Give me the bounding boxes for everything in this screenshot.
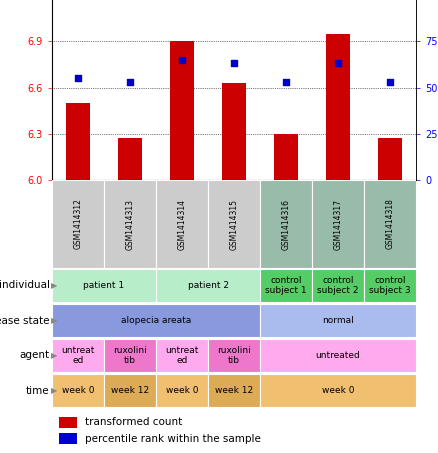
Bar [260, 270, 312, 302]
Bar [118, 138, 142, 180]
Bar [156, 180, 208, 268]
Bar [104, 180, 156, 268]
Text: control
subject 3: control subject 3 [369, 276, 411, 295]
Point [127, 78, 134, 86]
Bar [260, 304, 416, 337]
Text: patient 1: patient 1 [83, 281, 124, 290]
Text: alopecia areata: alopecia areata [121, 316, 191, 325]
Text: GSM1414313: GSM1414313 [126, 198, 134, 250]
Bar [59, 417, 78, 428]
Text: patient 2: patient 2 [187, 281, 229, 290]
Bar [104, 374, 156, 407]
Bar [260, 374, 416, 407]
Bar [223, 83, 246, 180]
Text: control
subject 2: control subject 2 [317, 276, 359, 295]
Text: week 0: week 0 [322, 386, 354, 395]
Text: untreated: untreated [316, 351, 360, 360]
Text: GSM1414312: GSM1414312 [74, 198, 82, 250]
Text: GSM1414318: GSM1414318 [385, 198, 395, 250]
Bar [274, 134, 298, 180]
Text: untreat
ed: untreat ed [165, 346, 199, 365]
Bar [378, 138, 402, 180]
Point [74, 75, 81, 82]
Bar [52, 339, 104, 371]
Bar [52, 270, 156, 302]
Bar [364, 270, 416, 302]
Text: ▶: ▶ [51, 281, 58, 290]
Text: normal: normal [322, 316, 354, 325]
Point [335, 60, 342, 67]
Bar [66, 103, 90, 180]
Point [179, 56, 186, 63]
Text: ▶: ▶ [51, 386, 58, 395]
Text: control
subject 1: control subject 1 [265, 276, 307, 295]
Bar [208, 180, 260, 268]
Bar [312, 180, 364, 268]
Bar [208, 339, 260, 371]
Text: GSM1414315: GSM1414315 [230, 198, 239, 250]
Text: week 12: week 12 [111, 386, 149, 395]
Point [230, 60, 237, 67]
Text: GSM1414314: GSM1414314 [177, 198, 187, 250]
Bar [52, 304, 260, 337]
Bar [260, 180, 312, 268]
Bar [208, 374, 260, 407]
Text: individual: individual [0, 280, 50, 290]
Bar [156, 374, 208, 407]
Text: week 0: week 0 [166, 386, 198, 395]
Bar [260, 339, 416, 371]
Text: ruxolini
tib: ruxolini tib [113, 346, 147, 365]
Bar [52, 180, 104, 268]
Point [283, 78, 290, 86]
Text: week 12: week 12 [215, 386, 253, 395]
Text: percentile rank within the sample: percentile rank within the sample [85, 434, 261, 444]
Bar [326, 34, 350, 180]
Text: disease state: disease state [0, 315, 50, 326]
Text: ▶: ▶ [51, 316, 58, 325]
Text: ▶: ▶ [51, 351, 58, 360]
Bar [52, 374, 104, 407]
Bar [59, 434, 78, 444]
Bar [312, 270, 364, 302]
Text: untreat
ed: untreat ed [61, 346, 95, 365]
Text: week 0: week 0 [62, 386, 94, 395]
Bar [170, 41, 194, 180]
Text: time: time [26, 386, 50, 395]
Bar [104, 339, 156, 371]
Point [386, 78, 393, 86]
Text: GSM1414317: GSM1414317 [333, 198, 343, 250]
Text: ruxolini
tib: ruxolini tib [217, 346, 251, 365]
Text: GSM1414316: GSM1414316 [282, 198, 290, 250]
Bar [156, 270, 260, 302]
Text: transformed count: transformed count [85, 417, 182, 427]
Text: agent: agent [20, 351, 50, 361]
Bar [156, 339, 208, 371]
Bar [364, 180, 416, 268]
